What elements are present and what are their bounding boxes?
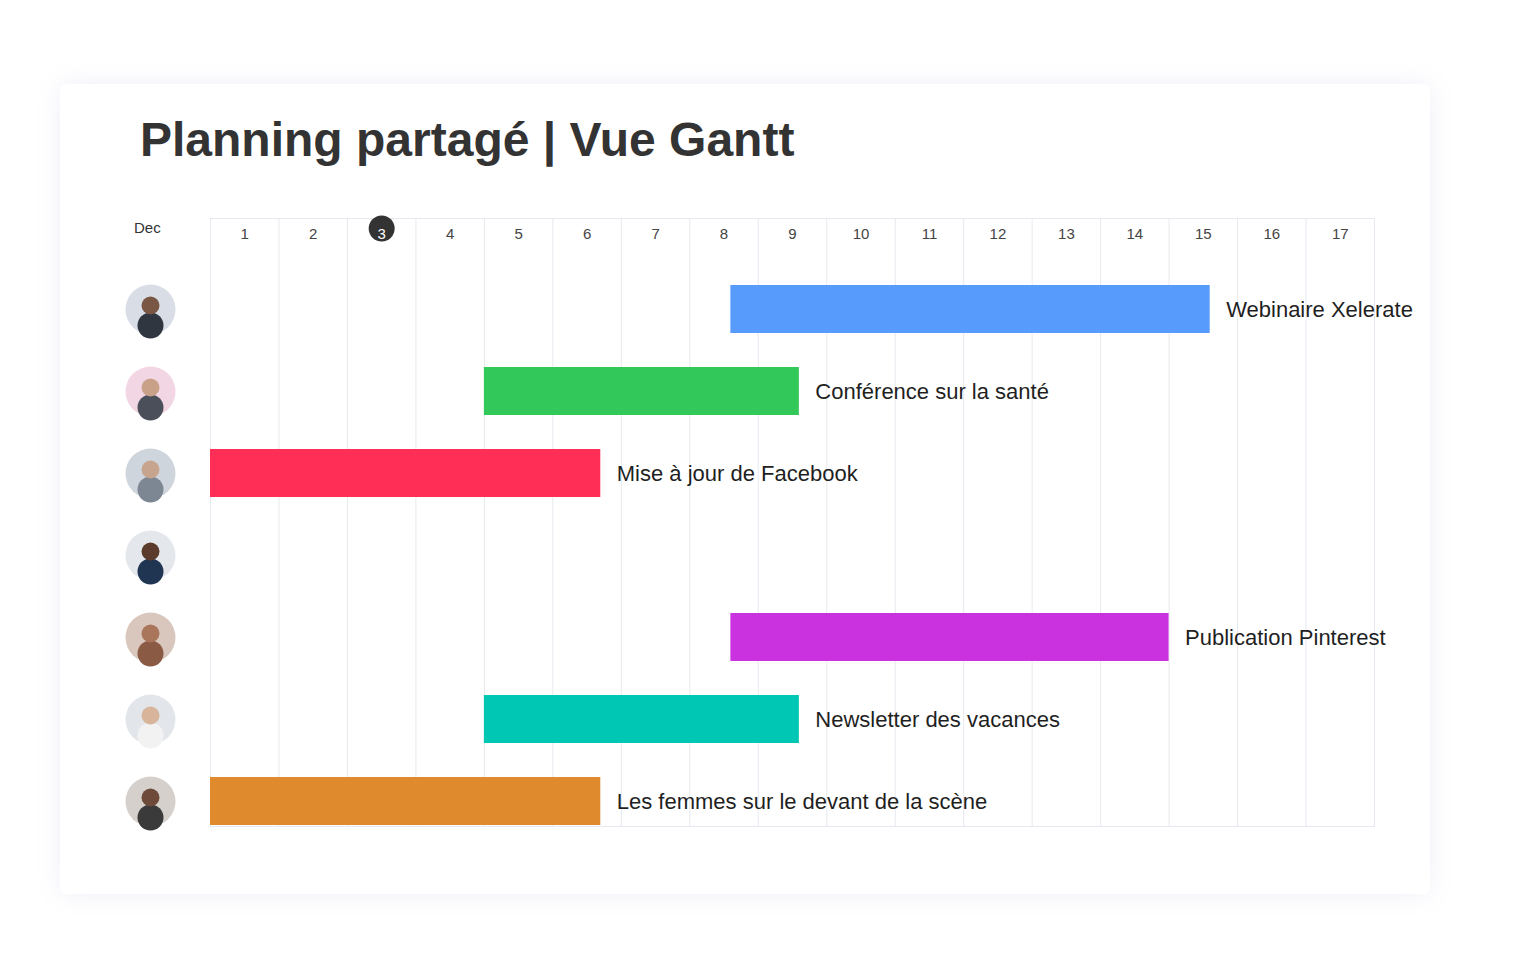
svg-text:Newsletter des vacances: Newsletter des vacances	[815, 707, 1060, 732]
svg-text:16: 16	[1263, 225, 1280, 242]
svg-text:Conférence sur la santé: Conférence sur la santé	[815, 379, 1049, 404]
svg-text:13: 13	[1058, 225, 1075, 242]
svg-text:3: 3	[378, 225, 386, 242]
svg-text:9: 9	[788, 225, 796, 242]
svg-text:5: 5	[514, 225, 522, 242]
svg-text:17: 17	[1332, 225, 1349, 242]
svg-text:4: 4	[446, 225, 454, 242]
svg-text:10: 10	[853, 225, 870, 242]
svg-text:11: 11	[922, 225, 938, 242]
svg-text:Webinaire Xelerate: Webinaire Xelerate	[1226, 297, 1413, 322]
svg-text:12: 12	[990, 225, 1007, 242]
svg-text:Publication Pinterest: Publication Pinterest	[1185, 625, 1386, 650]
svg-text:8: 8	[720, 225, 728, 242]
svg-text:14: 14	[1127, 225, 1144, 242]
svg-text:7: 7	[651, 225, 659, 242]
svg-text:3: 3	[378, 225, 386, 242]
svg-text:Mise à jour de Facebook: Mise à jour de Facebook	[617, 461, 859, 486]
svg-text:Les femmes sur le devant de la: Les femmes sur le devant de la scène	[617, 789, 988, 814]
svg-text:2: 2	[309, 225, 317, 242]
html-text:Dec: Dec	[134, 219, 161, 236]
svg-text:6: 6	[583, 225, 591, 242]
svg-text:1: 1	[241, 225, 249, 242]
html-text:Planning partagé | Vue Gantt: Planning partagé | Vue Gantt	[140, 113, 795, 166]
svg-text:15: 15	[1195, 225, 1212, 242]
